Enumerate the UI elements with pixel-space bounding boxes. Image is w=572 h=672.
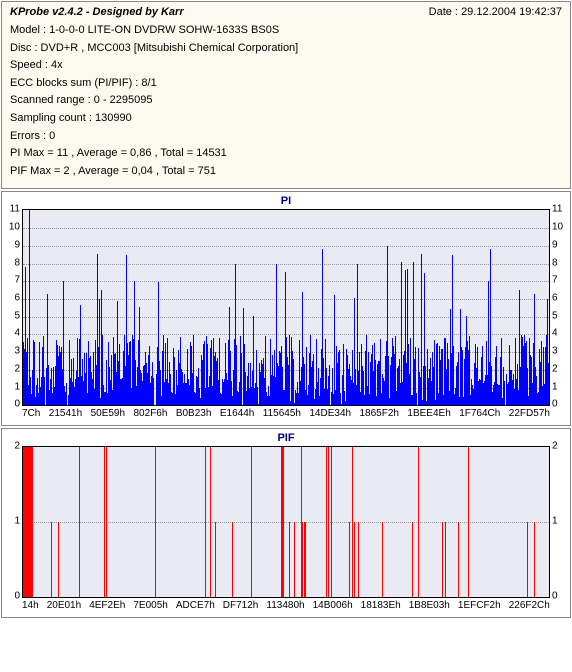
info-panel: KProbe v2.4.2 - Designed by Karr Date : … — [1, 1, 571, 189]
pi-chart-title: PI — [2, 192, 570, 209]
info-line: PIF Max = 2 , Average = 0,04 , Total = 7… — [10, 163, 562, 181]
pi-xaxis: 7Ch21541h50E59h802F6hB0B23hE1644h115645h… — [2, 406, 570, 425]
info-line: ECC blocks sum (PI/PIF) : 8/1 — [10, 75, 562, 93]
info-line: Disc : DVD+R , MCC003 [Mitsubishi Chemic… — [10, 40, 562, 58]
info-text: Model : 1-0-0-0 LITE-ON DVDRW SOHW-1633S… — [2, 20, 570, 188]
pif-chart-title: PIF — [2, 429, 570, 446]
pif-chart: 012 012 — [2, 446, 570, 598]
pif-plot-area — [22, 446, 550, 598]
header: KProbe v2.4.2 - Designed by Karr Date : … — [2, 2, 570, 20]
date: Date : 29.12.2004 19:42:37 — [429, 6, 562, 18]
pi-chart-box: PI 01234567891011 01234567891011 7Ch2154… — [1, 191, 571, 426]
info-line: Scanned range : 0 - 2295095 — [10, 92, 562, 110]
info-line: Sampling count : 130990 — [10, 110, 562, 128]
pif-xaxis: 14h20E01h4EF2Eh7E005hADCE7hDF712h113480h… — [2, 598, 570, 617]
pi-yaxis-left: 01234567891011 — [2, 209, 22, 404]
info-line: Errors : 0 — [10, 128, 562, 146]
pi-chart: 01234567891011 01234567891011 — [2, 209, 570, 406]
app-title: KProbe v2.4.2 - Designed by Karr — [10, 6, 184, 18]
pi-yaxis-right: 01234567891011 — [550, 209, 570, 404]
info-line: PI Max = 11 , Average = 0,86 , Total = 1… — [10, 145, 562, 163]
pi-plot-area — [22, 209, 550, 406]
info-line: Speed : 4x — [10, 57, 562, 75]
pif-chart-box: PIF 012 012 14h20E01h4EF2Eh7E005hADCE7hD… — [1, 428, 571, 618]
pif-yaxis-right: 012 — [550, 446, 570, 596]
info-line: Model : 1-0-0-0 LITE-ON DVDRW SOHW-1633S… — [10, 22, 562, 40]
pif-yaxis-left: 012 — [2, 446, 22, 596]
